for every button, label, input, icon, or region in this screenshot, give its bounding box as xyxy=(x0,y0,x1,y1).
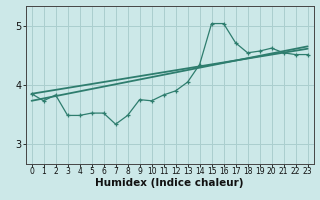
X-axis label: Humidex (Indice chaleur): Humidex (Indice chaleur) xyxy=(95,178,244,188)
